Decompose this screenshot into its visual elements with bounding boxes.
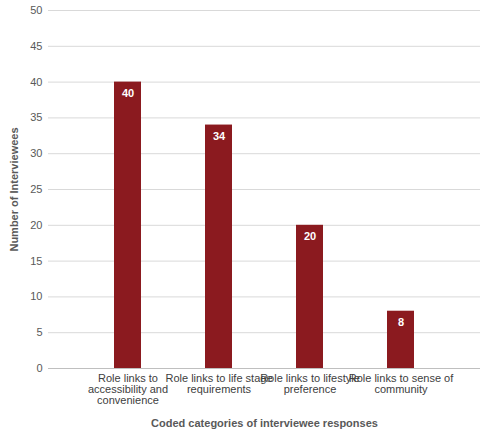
svg-text:Role links toaccessibility and: Role links toaccessibility andconvenienc… [88, 372, 168, 406]
svg-text:8: 8 [398, 316, 404, 328]
svg-text:Number of Interviewees: Number of Interviewees [8, 127, 20, 251]
svg-text:0: 0 [36, 362, 42, 374]
svg-text:40: 40 [30, 76, 42, 88]
svg-text:40: 40 [122, 87, 134, 99]
svg-text:Role links to lifestyleprefere: Role links to lifestylepreference [260, 372, 360, 395]
svg-text:5: 5 [36, 326, 42, 338]
svg-text:25: 25 [30, 183, 42, 195]
svg-text:Role links to life stagerequir: Role links to life stagerequirements [166, 372, 273, 395]
svg-text:20: 20 [304, 230, 316, 242]
svg-text:20: 20 [30, 219, 42, 231]
svg-text:30: 30 [30, 147, 42, 159]
svg-text:35: 35 [30, 111, 42, 123]
svg-text:Role links to sense ofcommunit: Role links to sense ofcommunity [349, 372, 454, 395]
svg-text:34: 34 [213, 130, 226, 142]
svg-text:15: 15 [30, 255, 42, 267]
svg-text:45: 45 [30, 40, 42, 52]
svg-text:Coded categories of interviewe: Coded categories of interviewee response… [151, 417, 378, 429]
svg-text:50: 50 [30, 4, 42, 16]
svg-text:10: 10 [30, 290, 42, 302]
